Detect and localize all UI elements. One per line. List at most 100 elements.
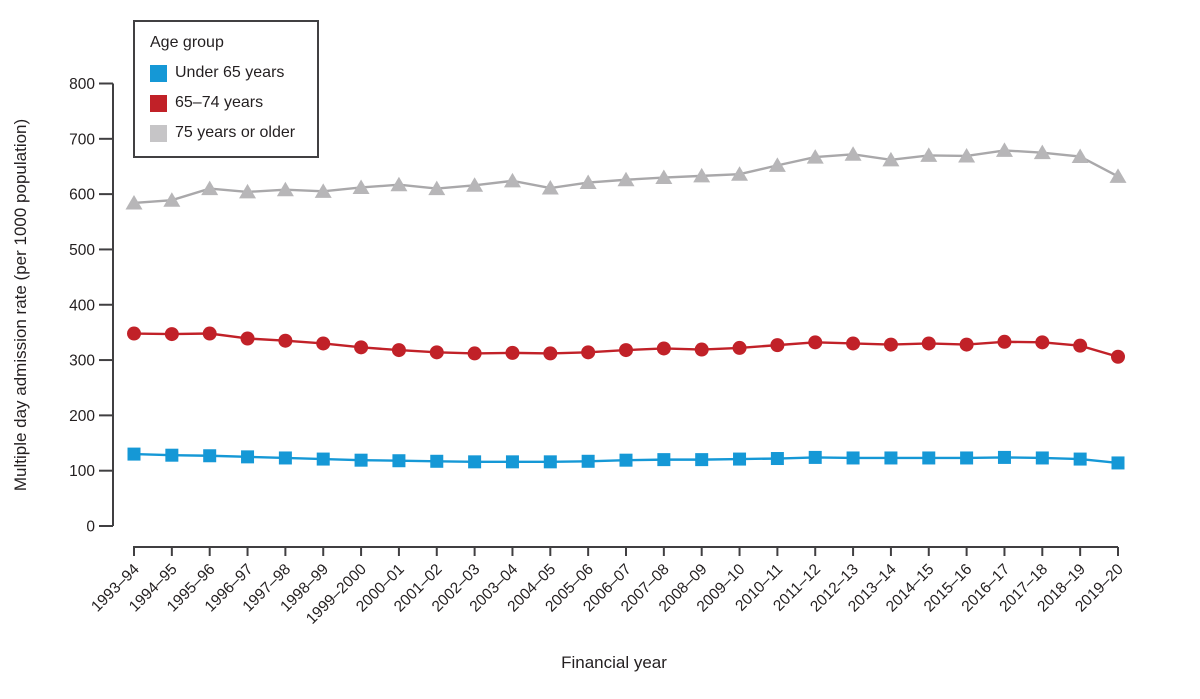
- data-point-marker-under-65: [127, 447, 141, 461]
- data-point-marker-65-74: [997, 334, 1012, 349]
- data-point-marker-75-plus: [806, 149, 824, 164]
- data-point-marker-65-74: [656, 341, 671, 356]
- data-point-marker-65-74: [316, 336, 331, 351]
- data-point-marker-65-74: [921, 336, 936, 351]
- data-point-marker-75-plus: [1071, 148, 1089, 164]
- data-point-marker-75-plus: [579, 174, 597, 190]
- data-point-marker-65-74: [619, 343, 633, 358]
- data-point-marker-65-74: [1073, 338, 1088, 353]
- y-axis-title: Multiple day admission rate (per 1000 po…: [11, 119, 30, 491]
- data-point-marker-75-plus: [920, 147, 938, 162]
- y-tick-label: 300: [69, 353, 95, 370]
- data-point-marker-75-plus: [466, 177, 484, 192]
- legend-title: Age group: [150, 34, 224, 51]
- data-point-marker-under-65: [203, 449, 217, 463]
- data-point-marker-65-74: [391, 343, 406, 358]
- data-point-marker-under-65: [922, 451, 936, 465]
- data-point-marker-75-plus: [882, 151, 900, 167]
- legend-swatch-blue: [150, 64, 167, 82]
- data-point-marker-65-74: [505, 345, 520, 360]
- data-point-marker-65-74: [846, 336, 861, 351]
- data-point-marker-75-plus: [617, 171, 635, 187]
- y-tick-label: 800: [69, 76, 95, 93]
- data-point-marker-75-plus: [995, 142, 1013, 157]
- data-point-marker-75-plus: [1109, 168, 1127, 183]
- data-point-marker-65-74: [164, 327, 179, 342]
- data-point-marker-65-74: [240, 331, 255, 346]
- data-point-marker-under-65: [468, 455, 482, 469]
- data-point-marker-65-74: [694, 342, 709, 357]
- data-point-marker-65-74: [354, 340, 369, 355]
- data-point-marker-under-65: [1035, 451, 1049, 465]
- data-point-marker-under-65: [316, 452, 330, 466]
- data-point-marker-75-plus: [239, 183, 257, 199]
- data-point-marker-65-74: [202, 326, 217, 341]
- data-point-marker-75-plus: [428, 180, 446, 196]
- data-point-marker-65-74: [1035, 335, 1050, 350]
- legend-item-65-74: 65–74 years: [150, 94, 305, 112]
- y-tick-label: 0: [86, 519, 95, 536]
- data-point-marker-75-plus: [276, 181, 294, 197]
- data-point-marker-under-65: [997, 450, 1011, 464]
- data-point-marker-75-plus: [844, 146, 862, 161]
- data-point-marker-65-74: [770, 338, 785, 353]
- data-point-marker-75-plus: [503, 172, 521, 188]
- data-point-marker-under-65: [392, 454, 406, 468]
- legend-item-75-plus: 75 years or older: [150, 124, 305, 142]
- data-point-marker-75-plus: [125, 194, 143, 210]
- data-point-marker-65-74: [959, 337, 974, 352]
- legend-label-under-65: Under 65 years: [175, 64, 285, 81]
- data-point-marker-75-plus: [352, 179, 370, 194]
- y-tick-label: 400: [69, 297, 95, 314]
- data-point-marker-65-74: [543, 346, 558, 361]
- data-point-marker-under-65: [241, 450, 255, 464]
- data-point-marker-under-65: [884, 451, 898, 465]
- data-point-marker-75-plus: [390, 176, 408, 192]
- legend-swatch-gray: [150, 124, 167, 142]
- data-point-marker-75-plus: [163, 192, 181, 207]
- data-point-marker-under-65: [846, 451, 860, 465]
- data-point-marker-under-65: [770, 452, 784, 466]
- legend-item-under-65: Under 65 years: [150, 64, 305, 82]
- data-point-marker-75-plus: [1033, 144, 1051, 160]
- data-point-marker-under-65: [808, 450, 822, 464]
- data-point-marker-under-65: [543, 455, 557, 469]
- data-point-marker-65-74: [278, 333, 293, 348]
- legend-swatch-red: [150, 94, 167, 112]
- y-tick-label: 200: [69, 408, 95, 425]
- y-tick-label: 100: [69, 463, 95, 480]
- data-point-marker-under-65: [1111, 456, 1125, 470]
- data-point-marker-65-74: [883, 337, 898, 352]
- legend-label-65-74: 65–74 years: [175, 94, 264, 111]
- data-point-marker-65-74: [1111, 349, 1125, 364]
- data-point-marker-75-plus: [201, 180, 219, 196]
- y-tick-label: 700: [69, 131, 95, 148]
- data-point-marker-65-74: [127, 326, 141, 341]
- data-point-marker-under-65: [430, 454, 444, 468]
- data-point-marker-65-74: [429, 345, 444, 360]
- data-point-marker-75-plus: [731, 166, 749, 181]
- data-point-marker-75-plus: [768, 157, 786, 172]
- data-point-marker-under-65: [733, 452, 747, 466]
- data-point-marker-75-plus: [314, 183, 332, 198]
- data-point-marker-65-74: [732, 340, 747, 355]
- legend-label-75-plus: 75 years or older: [175, 124, 296, 141]
- data-point-marker-under-65: [619, 453, 633, 467]
- data-point-marker-65-74: [467, 346, 482, 361]
- data-point-marker-75-plus: [958, 147, 976, 163]
- x-axis-title: Financial year: [561, 653, 667, 672]
- data-point-marker-under-65: [354, 453, 368, 467]
- data-point-marker-75-plus: [541, 180, 559, 195]
- data-point-marker-under-65: [1073, 452, 1087, 466]
- data-point-marker-75-plus: [655, 169, 673, 185]
- y-tick-label: 500: [69, 242, 95, 259]
- data-point-marker-under-65: [165, 448, 179, 462]
- data-point-marker-under-65: [960, 451, 974, 465]
- data-point-marker-65-74: [581, 345, 596, 360]
- data-point-marker-under-65: [581, 454, 595, 468]
- data-point-marker-under-65: [695, 453, 709, 467]
- data-point-marker-75-plus: [693, 167, 711, 183]
- data-point-marker-under-65: [278, 451, 292, 465]
- y-tick-label: 600: [69, 187, 95, 204]
